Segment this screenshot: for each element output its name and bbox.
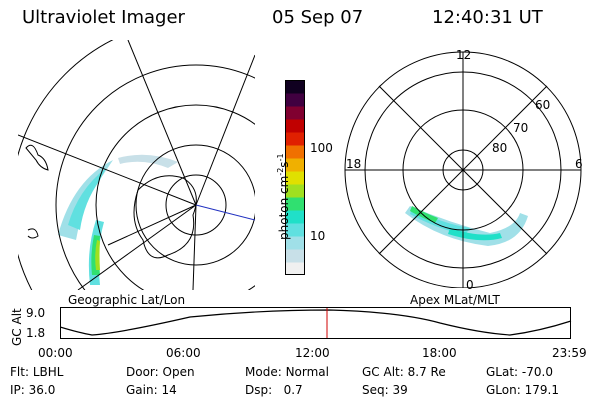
colorbar-swatch — [285, 145, 305, 159]
status-door: Door: Open — [126, 365, 195, 379]
status-seq: Seq: 39 — [362, 383, 408, 397]
lat-label-60: 60 — [535, 98, 551, 112]
unit-sup-1: -2 — [276, 167, 285, 176]
lat-label-80: 80 — [492, 141, 508, 155]
colorbar-tick-10: 10 — [310, 229, 326, 243]
altitude-xtick-1800: 18:00 — [422, 346, 457, 360]
colorbar-swatch — [285, 184, 305, 198]
mlt-label-0: 0 — [466, 278, 474, 292]
colorbar-swatch — [285, 132, 305, 146]
status-glat: GLat: -70.0 — [486, 365, 553, 379]
mlt-label-18: 18 — [346, 157, 362, 171]
status-door-value: Open — [162, 365, 195, 379]
altitude-ytick-9: 9.0 — [26, 306, 46, 320]
mlt-label-12: 12 — [456, 48, 472, 62]
altitude-xtick-0600: 06:00 — [166, 346, 201, 360]
geographic-map — [18, 40, 255, 290]
magnetic-polar-plot — [344, 51, 582, 288]
status-seq-label: Seq: — [362, 383, 389, 397]
date-label: 05 Sep 07 — [272, 7, 364, 28]
status-glat-value: -70.0 — [521, 365, 553, 379]
colorbar — [285, 80, 305, 275]
status-glon: GLon: 179.1 — [486, 383, 559, 397]
status-ip-label: IP: — [10, 383, 25, 397]
colorbar-tick-100: 100 — [310, 141, 333, 155]
altitude-curve — [60, 309, 572, 336]
auroral-oval — [58, 154, 178, 285]
instrument-title: Ultraviolet Imager — [22, 7, 185, 28]
altitude-xtick-2359: 23:59 — [552, 346, 587, 360]
colorbar-swatch — [285, 236, 305, 250]
colorbar-swatch — [285, 210, 305, 224]
status-glon-value: 179.1 — [524, 383, 559, 397]
geographic-panel-label: Geographic Lat/Lon — [68, 293, 186, 307]
status-gc-alt-value: 8.7 Re — [407, 365, 446, 379]
unit-sup-2: -1 — [276, 153, 285, 162]
altitude-ylabel: GC Alt — [10, 308, 24, 346]
altitude-xtick-0000: 00:00 — [38, 346, 73, 360]
auroral-oval-magnetic — [405, 206, 528, 246]
status-door-label: Door: — [126, 365, 159, 379]
status-glat-label: GLat: — [486, 365, 519, 379]
colorbar-swatch — [285, 223, 305, 237]
status-mode-label: Mode: — [245, 365, 282, 379]
colorbar-unit-label: photon cm-2s-1 — [276, 153, 291, 240]
status-mode-value: Normal — [285, 365, 329, 379]
status-ip-value: 36.0 — [28, 383, 56, 397]
status-seq-value: 39 — [392, 383, 408, 397]
colorbar-swatch — [285, 262, 305, 275]
unit-text: photon cm — [277, 175, 291, 240]
status-dsp: Dsp: 0.7 — [245, 383, 303, 397]
colorbar-swatch — [285, 119, 305, 133]
time-label: 12:40:31 UT — [432, 7, 543, 28]
polar-panel-label: Apex MLat/MLT — [410, 293, 500, 307]
status-gain: Gain: 14 — [126, 383, 177, 397]
status-gc-alt-label: GC Alt: — [362, 365, 404, 379]
status-glon-label: GLon: — [486, 383, 521, 397]
colorbar-swatch — [285, 158, 305, 172]
colorbar-swatch — [285, 171, 305, 185]
colorbar-swatch — [285, 249, 305, 263]
status-flt-label: Flt: — [10, 365, 29, 379]
altitude-ytick-1-8: 1.8 — [26, 326, 46, 340]
status-mode: Mode: Normal — [245, 365, 329, 379]
colorbar-swatch — [285, 80, 305, 94]
unit-s: s — [277, 161, 291, 168]
colorbar-swatch — [285, 93, 305, 107]
lat-label-70: 70 — [513, 121, 529, 135]
status-gc-alt: GC Alt: 8.7 Re — [362, 365, 446, 379]
status-dsp-value: 0.7 — [283, 383, 303, 397]
mlt-label-6: 6 — [575, 157, 583, 171]
status-dsp-label: Dsp: — [245, 383, 273, 397]
altitude-xtick-1200: 12:00 — [295, 346, 330, 360]
status-ip: IP: 36.0 — [10, 383, 55, 397]
altitude-plot — [60, 307, 572, 339]
colorbar-swatch — [285, 197, 305, 211]
status-gain-value: 14 — [161, 383, 177, 397]
status-flt-value: LBHL — [32, 365, 64, 379]
colorbar-swatch — [285, 106, 305, 120]
status-flt: Flt: LBHL — [10, 365, 63, 379]
status-gain-label: Gain: — [126, 383, 158, 397]
